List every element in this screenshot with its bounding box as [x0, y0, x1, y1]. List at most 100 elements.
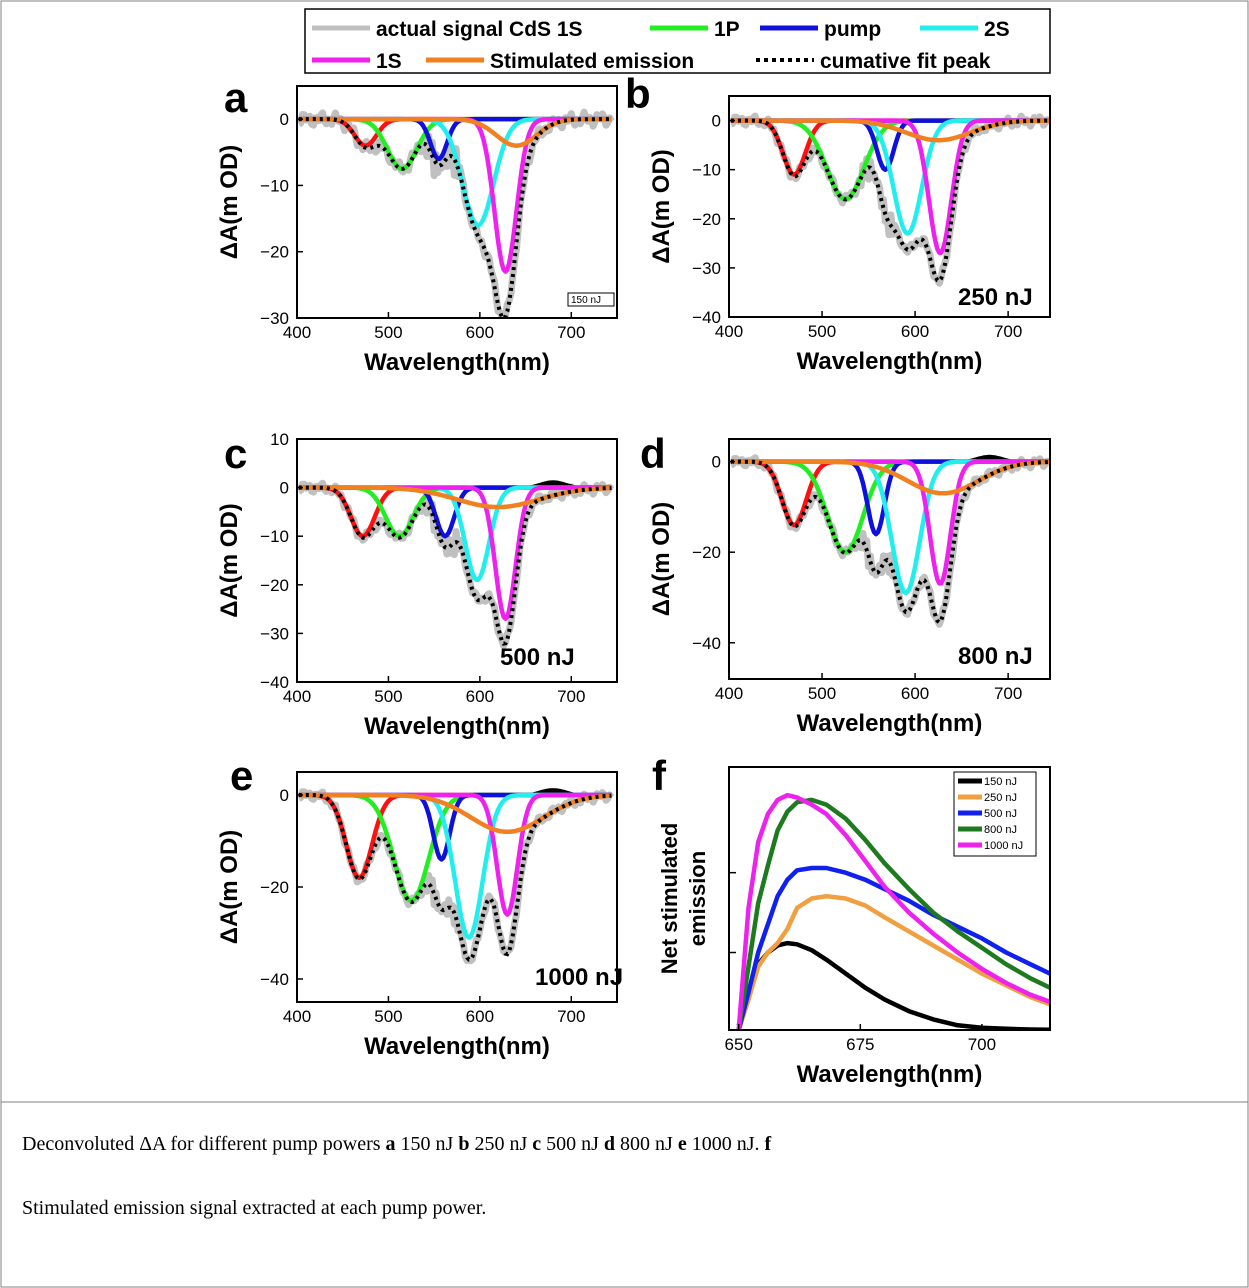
panel-letter: a — [224, 74, 248, 121]
panel-letter: e — [230, 752, 253, 799]
caption-panel-letter: f — [764, 1133, 772, 1155]
energy-label: 500 nJ — [500, 644, 575, 671]
series-500-nj — [736, 865, 1050, 1030]
panel-f: f 150 nJ 250 nJ 500 nJ 800 nJ 1000 nJ 650 675 70… — [652, 752, 1051, 1088]
x-axis-label: Wavelength(nm) — [364, 1033, 550, 1060]
series-1000-nj — [736, 792, 1050, 1030]
panel-c: c 500 nJ 400 500 600 700 10 0 −10 −20 −30 −40 Wavele… — [216, 430, 618, 740]
x-tick-label: 700 — [994, 322, 1022, 341]
y-axis-label: ΔA(m OD) — [216, 503, 243, 618]
y-axis-label: ΔA(m OD) — [648, 149, 675, 264]
caption-panel-letter: a — [385, 1133, 396, 1155]
legend-entry-label: Stimulated emission — [490, 50, 694, 73]
caption-text: 800 nJ — [615, 1133, 678, 1155]
x-axis-label: Wavelength(nm) — [797, 348, 983, 375]
series-actual-signal — [297, 108, 615, 318]
series-1s — [298, 116, 612, 274]
y-tick-label: −40 — [260, 673, 289, 692]
legend: actual signal CdS 1S 1P pump 2S 1S Stimulated… — [304, 8, 1051, 74]
x-tick-label: 700 — [557, 1007, 585, 1026]
y-tick-label: −20 — [260, 243, 289, 262]
caption-panel-letter: c — [532, 1133, 542, 1155]
series-stimulated-emission — [298, 485, 612, 510]
x-axis-label: Wavelength(nm) — [364, 349, 550, 376]
x-tick-label: 500 — [808, 322, 836, 341]
x-tick-label: 700 — [994, 684, 1022, 703]
panel-d: d 800 nJ 400 500 600 700 0 −20 −40 Wavelength(nm)… — [640, 430, 1051, 737]
energy-label-box — [567, 292, 615, 307]
x-axis-label: Wavelength(nm) — [797, 1061, 983, 1088]
caption-text: Deconvoluted ΔA for different pump power… — [22, 1133, 386, 1155]
panel-e: e 1000 nJ 400 500 600 700 0 −20 −40 Wavelength(nm… — [216, 752, 623, 1060]
caption-line-1: Deconvoluted ΔA for different pump power… — [22, 1133, 771, 1156]
y-tick-label: −30 — [260, 309, 289, 328]
axes-frame — [728, 438, 1051, 680]
y-axis-label: Net stimulated emission — [657, 823, 710, 975]
inset-legend-label: 250 nJ — [984, 792, 1017, 804]
axes-frame — [296, 438, 618, 683]
inset-legend-label: 800 nJ — [984, 824, 1017, 836]
panel-letter: c — [224, 430, 247, 477]
x-axis-label: Wavelength(nm) — [797, 710, 983, 737]
plot-area — [297, 108, 615, 318]
y-tick-label: −20 — [692, 210, 721, 229]
series-800-nj — [736, 797, 1050, 1030]
plot-area — [297, 479, 615, 650]
y-tick-label: −20 — [692, 543, 721, 562]
caption-text: 150 nJ — [395, 1133, 459, 1155]
series-cumulative-fit — [730, 118, 1050, 284]
x-tick-label: 500 — [808, 684, 836, 703]
y-tick-label: −20 — [260, 878, 289, 897]
y-tick-label: 0 — [280, 786, 289, 805]
y-tick-label: −20 — [260, 576, 289, 595]
x-tick-label: 650 — [725, 1035, 753, 1054]
legend-entry-label: actual signal CdS 1S — [376, 18, 583, 41]
y-axis-label: ΔA(m OD) — [216, 145, 243, 260]
panel-letter: f — [652, 752, 667, 799]
series-cumulative-fit — [298, 793, 612, 962]
panel-letter: d — [640, 430, 666, 477]
legend-entry-label: cumative fit peak — [820, 50, 991, 73]
x-tick-label: 600 — [466, 1007, 494, 1026]
x-tick-label: 400 — [283, 323, 311, 342]
energy-label: 800 nJ — [958, 643, 1033, 670]
energy-label: 150 nJ — [571, 295, 601, 306]
y-tick-label: 10 — [270, 430, 289, 449]
x-tick-label: 500 — [374, 687, 402, 706]
caption-line-2: Stimulated emission signal extracted at … — [22, 1197, 487, 1219]
x-tick-label: 700 — [557, 323, 585, 342]
inset-legend-label: 1000 nJ — [984, 840, 1023, 852]
series-250-nj — [736, 893, 1050, 1030]
y-tick-label: 0 — [280, 110, 289, 129]
x-tick-label: 600 — [901, 322, 929, 341]
x-tick-label: 700 — [968, 1035, 996, 1054]
caption-text: 250 nJ — [469, 1133, 533, 1155]
y-tick-label: −10 — [260, 176, 289, 195]
x-tick-label: 600 — [901, 684, 929, 703]
plot-area — [729, 454, 1050, 628]
legend-entry-label: 2S — [984, 18, 1010, 41]
energy-label: 1000 nJ — [535, 964, 623, 991]
inset-legend-label: 150 nJ — [984, 776, 1017, 788]
x-tick-label: 400 — [283, 1007, 311, 1026]
caption-panel-letter: d — [603, 1133, 616, 1155]
chart-panels: a 150 nJ 400 500 600 700 0 −10 −20 −30 Wavelength(… — [216, 70, 1051, 1088]
x-tick-label: 700 — [557, 687, 585, 706]
panel-letter: b — [625, 70, 651, 117]
x-tick-label: 500 — [374, 1007, 402, 1026]
caption-panel-letter: b — [458, 1133, 470, 1155]
y-axis-label: ΔA(m OD) — [216, 830, 243, 945]
y-tick-label: −30 — [692, 259, 721, 278]
y-tick-label: 0 — [712, 112, 721, 131]
x-tick-label: 500 — [374, 323, 402, 342]
y-tick-label: −40 — [260, 970, 289, 989]
x-tick-label: 400 — [283, 687, 311, 706]
y-tick-label: −40 — [692, 634, 721, 653]
y-tick-label: 0 — [712, 453, 721, 472]
plot-area — [729, 112, 1050, 287]
y-tick-label: −40 — [692, 308, 721, 327]
axes-frame — [296, 85, 618, 319]
caption-text: 500 nJ — [541, 1133, 604, 1155]
